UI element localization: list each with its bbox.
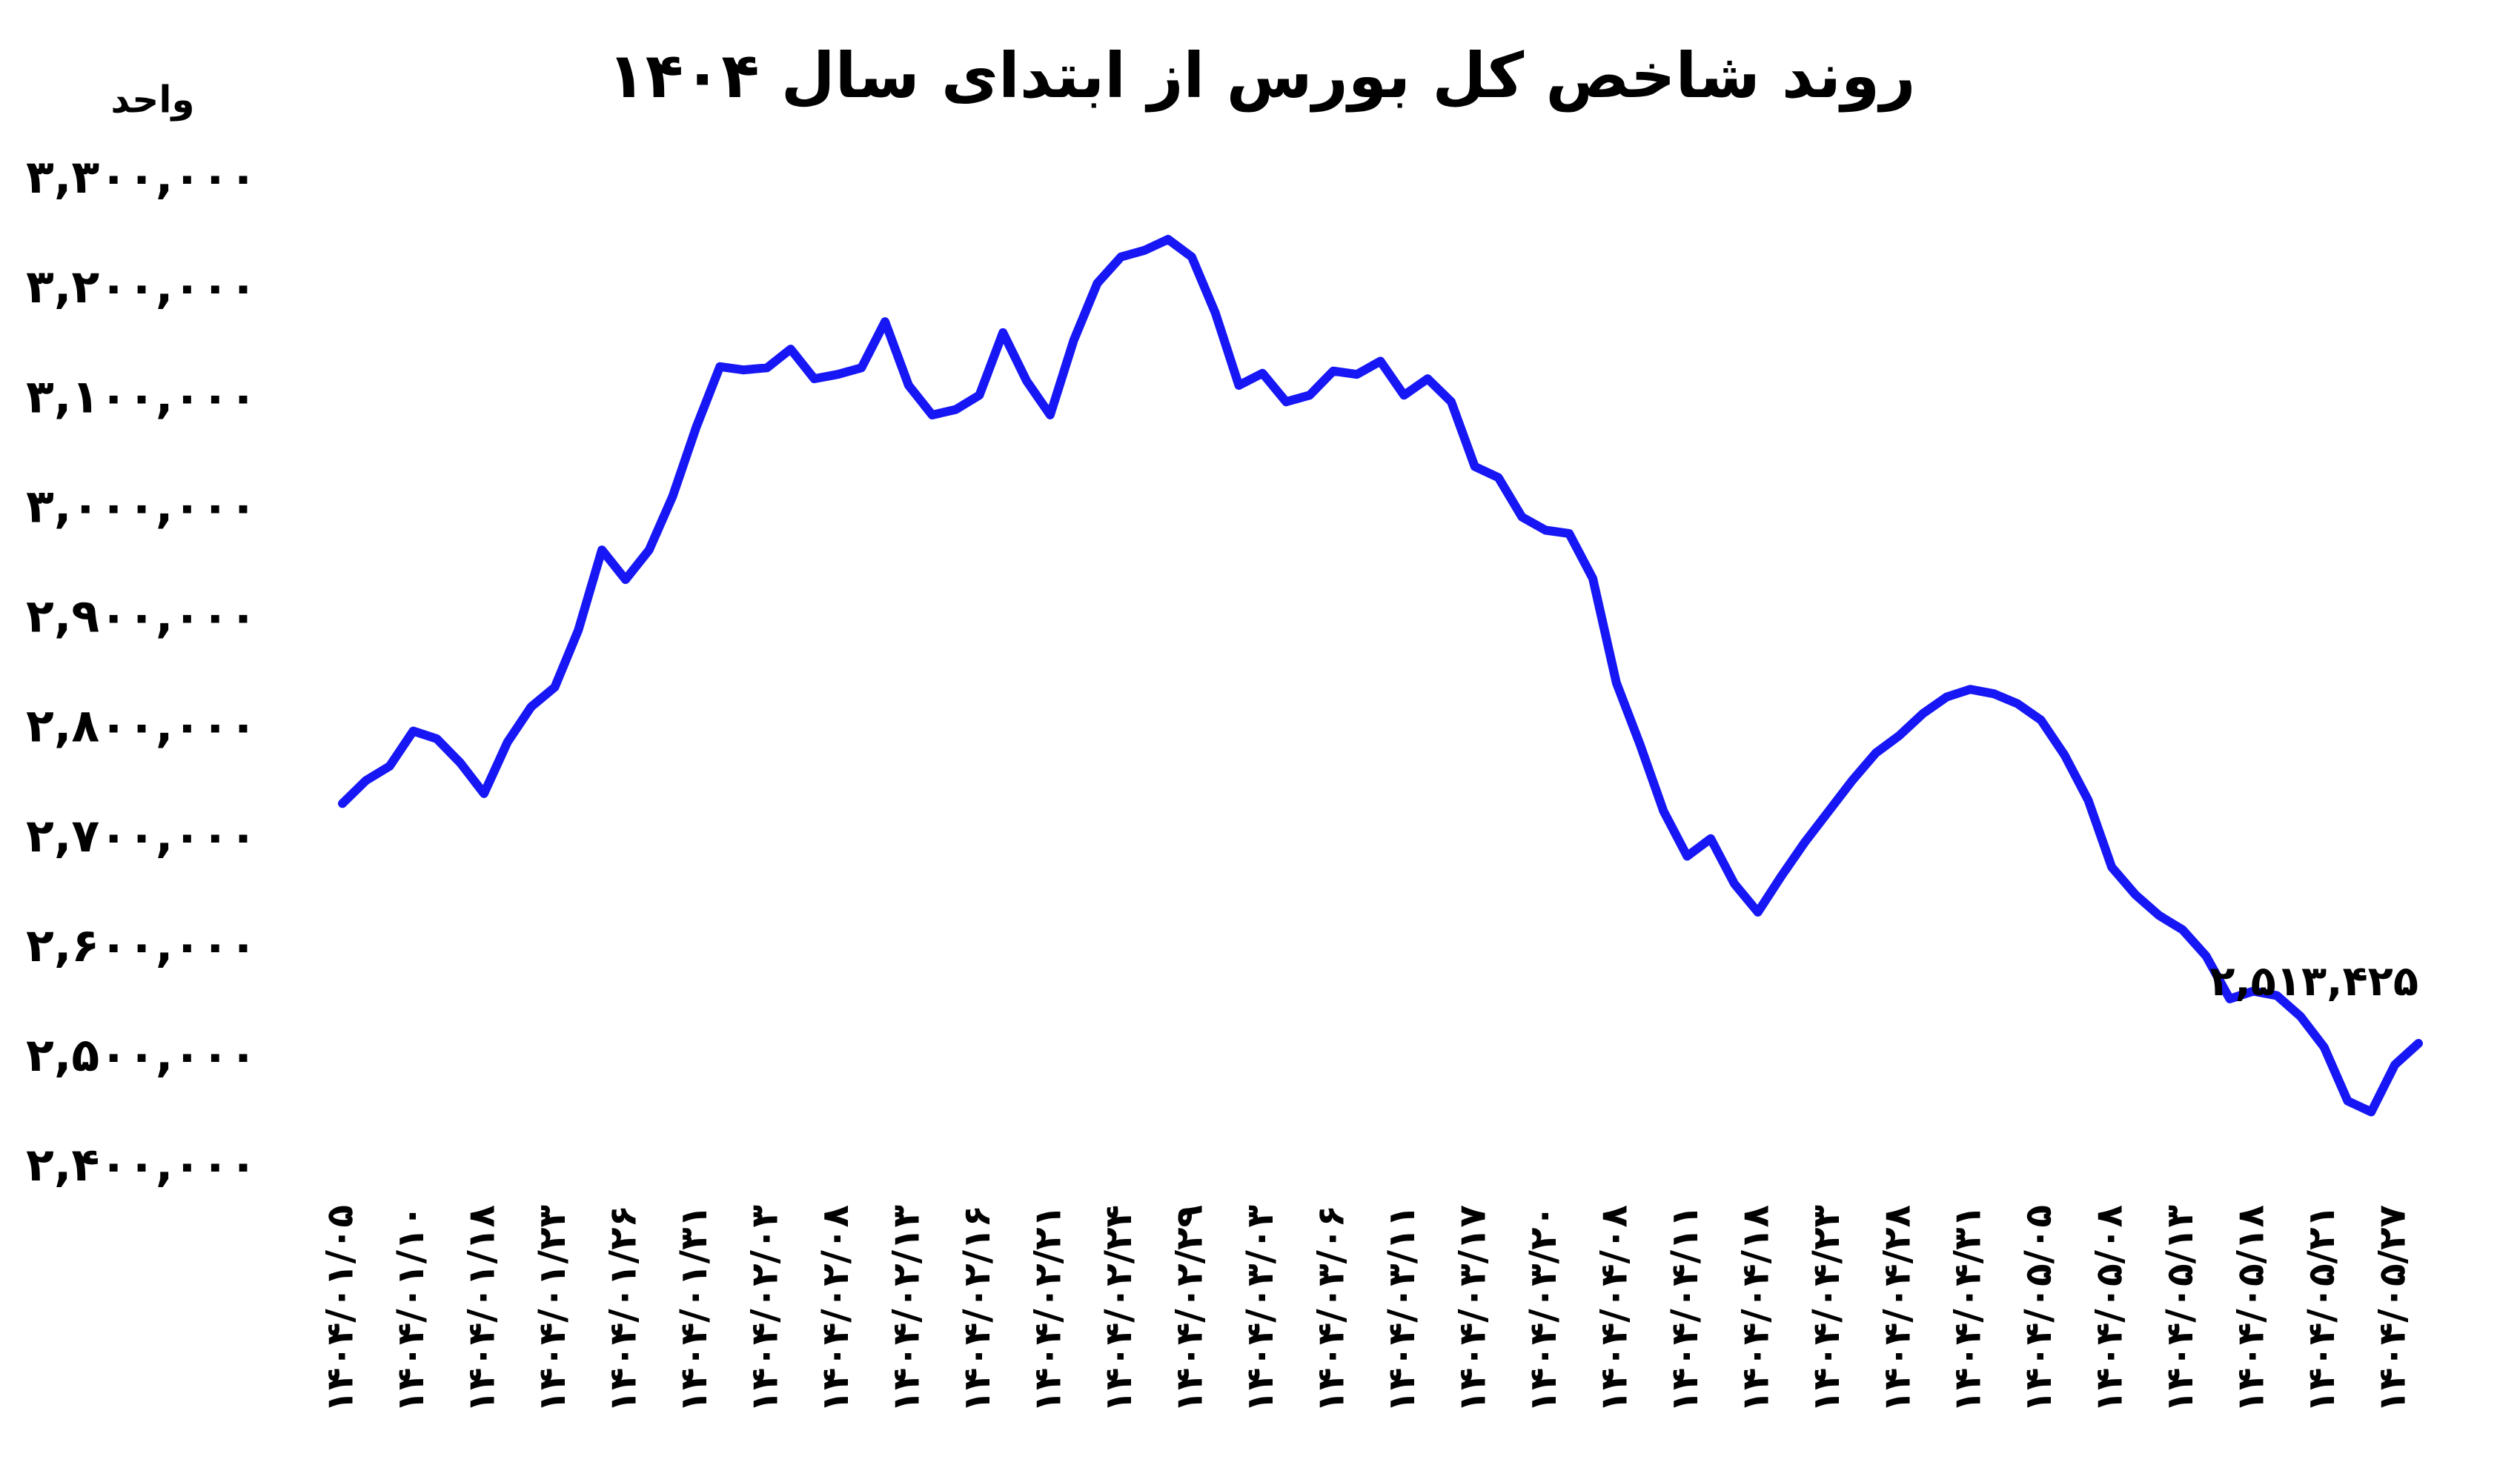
x-tick-label: ۱۴۰۴/۰۴/۱۱	[1663, 1205, 1706, 1413]
x-tick-label: ۱۴۰۴/۰۳/۲۰	[1522, 1205, 1565, 1413]
x-tick-label: ۱۴۰۴/۰۳/۱۱	[1380, 1205, 1423, 1413]
x-tick-label: ۱۴۰۴/۰۲/۲۴	[1097, 1205, 1140, 1413]
x-tick-label: ۱۴۰۴/۰۵/۲۱	[2300, 1205, 2343, 1413]
line	[338, 235, 2423, 1117]
x-tick-label: ۱۴۰۴/۰۲/۲۱	[1026, 1205, 1069, 1413]
x-tick-label: ۱۴۰۴/۰۵/۰۵	[2017, 1205, 2060, 1413]
x-tick-label: ۱۴۰۴/۰۲/۱۳	[884, 1205, 927, 1413]
x-tick-label: ۱۴۰۴/۰۱/۱۰	[389, 1205, 432, 1413]
x-tick-label: ۱۴۰۴/۰۴/۲۳	[1805, 1205, 1848, 1413]
x-tick-label: ۱۴۰۴/۰۵/۰۸	[2088, 1205, 2131, 1413]
x-tick-label: ۱۴۰۴/۰۴/۳۱	[1946, 1205, 1989, 1413]
x-tick-label: ۱۴۰۴/۰۴/۲۸	[1875, 1205, 1918, 1413]
y-tick-label: ۳,۲۰۰,۰۰۰	[26, 259, 257, 313]
x-tick-label: ۱۴۰۴/۰۵/۱۸	[2229, 1205, 2272, 1413]
x-tick-label: ۱۴۰۴/۰۴/۱۸	[1734, 1205, 1777, 1413]
x-tick-label: ۱۴۰۴/۰۳/۰۳	[1239, 1205, 1281, 1413]
y-tick-label: ۳,۳۰۰,۰۰۰	[26, 150, 257, 204]
y-tick-label: ۲,۷۰۰,۰۰۰	[26, 808, 257, 863]
y-tick-label: ۳,۱۰۰,۰۰۰	[26, 369, 257, 423]
x-tick-label: ۱۴۰۴/۰۵/۲۷	[2371, 1205, 2414, 1413]
x-tick-label: ۱۴۰۴/۰۲/۰۳	[743, 1205, 786, 1413]
y-tick-label: ۲,۹۰۰,۰۰۰	[26, 589, 257, 643]
x-tick-label: ۱۴۰۴/۰۱/۰۵	[319, 1205, 362, 1413]
x-tick-label: ۱۴۰۴/۰۵/۱۳	[2158, 1205, 2201, 1413]
x-tick-label: ۱۴۰۴/۰۴/۰۸	[1592, 1205, 1635, 1413]
y-axis-label: واحد	[110, 79, 194, 122]
y-tick-label: ۲,۴۰۰,۰۰۰	[26, 1137, 257, 1192]
x-tick-label: ۱۴۰۴/۰۱/۳۱	[672, 1205, 715, 1413]
y-tick-label: ۳,۰۰۰,۰۰۰	[26, 479, 257, 533]
chart-title: روند شاخص کل بورس از ابتدای سال ۱۴۰۴	[607, 39, 1915, 113]
y-tick-label: ۲,۶۰۰,۰۰۰	[26, 918, 257, 972]
x-tick-label: ۱۴۰۴/۰۲/۲۹	[1167, 1205, 1210, 1413]
x-tick-label: ۱۴۰۴/۰۳/۰۶	[1309, 1205, 1352, 1413]
x-tick-label: ۱۴۰۴/۰۱/۲۶	[601, 1205, 644, 1413]
x-tick-label: ۱۴۰۴/۰۱/۱۸	[460, 1205, 503, 1413]
x-tick-label: ۱۴۰۴/۰۱/۲۳	[531, 1205, 574, 1413]
x-tick-label: ۱۴۰۴/۰۳/۱۷	[1450, 1205, 1493, 1413]
x-tick-label: ۱۴۰۴/۰۲/۰۸	[814, 1205, 857, 1413]
y-tick-label: ۲,۸۰۰,۰۰۰	[26, 699, 257, 753]
data-label: ۲,۵۱۳,۴۲۵	[2209, 957, 2418, 1006]
y-tick-label: ۲,۵۰۰,۰۰۰	[26, 1028, 257, 1082]
x-tick-label: ۱۴۰۴/۰۲/۱۶	[955, 1205, 998, 1413]
